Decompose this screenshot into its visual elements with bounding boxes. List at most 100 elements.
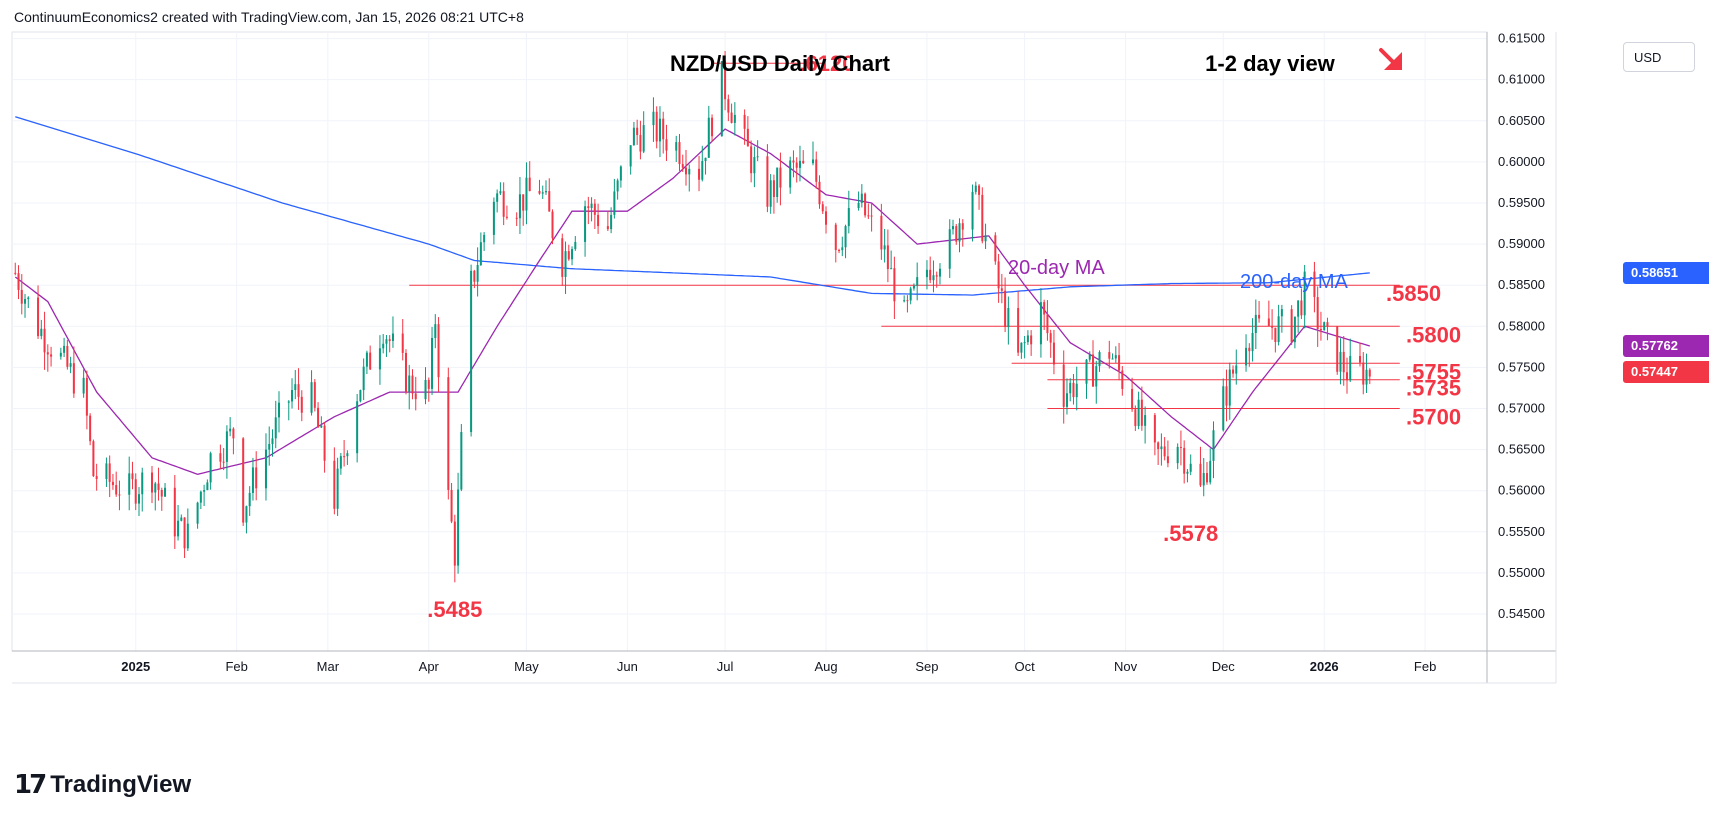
candle-up <box>128 473 131 495</box>
candle-up <box>496 193 499 202</box>
candle-down <box>867 215 870 217</box>
candle-down <box>864 193 867 216</box>
candle-down <box>961 223 964 230</box>
candle-down <box>548 191 551 212</box>
candle-up <box>434 324 437 338</box>
level-label: .6120 <box>799 51 854 76</box>
candle-down <box>1017 308 1020 353</box>
candle-down <box>222 461 225 463</box>
candle-down <box>1092 354 1095 387</box>
candle-down <box>1166 456 1169 464</box>
axes: 0.61500 0.61000 0.60500 0.60000 0.59500 0.590… <box>12 31 1557 684</box>
candle-up <box>1160 446 1163 450</box>
candle-down <box>906 300 909 302</box>
candle-down <box>232 428 235 439</box>
candle-down <box>447 377 450 490</box>
candle-up <box>984 235 987 242</box>
candle-up <box>1228 369 1231 406</box>
chart-labels: .6120 .5850 .5800 .5755.5735 .5700 .5485 .5578… <box>427 51 1461 622</box>
candle-down <box>437 324 440 378</box>
candle-down <box>981 194 984 242</box>
time-tick-label: May <box>514 659 539 674</box>
level-label: .5700 <box>1406 404 1461 429</box>
candle-up <box>1280 309 1283 317</box>
candle-up <box>1023 342 1026 344</box>
currency-selector[interactable]: USD <box>1623 42 1695 72</box>
candle-up <box>1095 366 1098 387</box>
time-tick-label: Nov <box>1114 659 1138 674</box>
candle-down <box>567 251 570 260</box>
price-tag: 0.58651 <box>1623 261 1709 284</box>
candle-down <box>1000 288 1003 291</box>
candle-up <box>912 285 915 289</box>
candle-down <box>1336 326 1339 372</box>
candle-down <box>1140 399 1143 426</box>
tradingview-logo-icon: 17 <box>14 770 47 800</box>
tradingview-logo[interactable]: 17 TradingView <box>14 770 191 800</box>
candle-down <box>1342 351 1345 373</box>
candle-down <box>333 460 336 509</box>
candle-up <box>844 226 847 248</box>
candle-down <box>173 487 176 537</box>
price-tick-label: 0.59500 <box>1498 195 1545 210</box>
candle-up <box>1114 355 1117 359</box>
candle-down <box>779 167 782 188</box>
chart-title: NZD/USD Daily Chart <box>670 51 891 76</box>
price-tick-label: 0.58000 <box>1498 318 1545 333</box>
candle-up <box>27 297 30 300</box>
candle-down <box>994 235 997 262</box>
candle-up <box>356 401 359 454</box>
price-tick-label: 0.56000 <box>1498 483 1545 498</box>
candle-up <box>1098 352 1101 367</box>
time-tick-label: Jun <box>617 659 638 674</box>
candle-up <box>248 492 251 507</box>
candle-down <box>750 146 753 174</box>
tradingview-logo-text: TradingView <box>50 771 192 798</box>
candle-down <box>893 268 896 302</box>
time-tick-label: Feb <box>1414 659 1436 674</box>
candle-down <box>606 226 609 230</box>
candle-up <box>154 483 157 493</box>
candle-down <box>1271 325 1274 328</box>
candle-down <box>131 473 134 480</box>
candle-up <box>1007 308 1010 328</box>
candle-down <box>151 472 154 493</box>
price-tick-label: 0.60000 <box>1498 154 1545 169</box>
candle-down <box>160 489 163 497</box>
time-tick-label: Aug <box>814 659 837 674</box>
swing-low-label: .5485 <box>427 597 482 622</box>
candle-up <box>658 118 661 142</box>
candle-down <box>1300 300 1303 316</box>
candle-down <box>698 168 701 180</box>
candle-down <box>401 333 404 353</box>
candle-up <box>431 337 434 389</box>
price-tick-label: 0.56500 <box>1498 442 1545 457</box>
candle-down <box>593 203 596 215</box>
candle-up <box>359 390 362 402</box>
candle-up <box>209 453 212 483</box>
candle-up <box>82 377 85 394</box>
candle-up <box>590 203 593 208</box>
candle-up <box>1137 399 1140 427</box>
time-tick-label: Apr <box>419 659 440 674</box>
candle-up <box>916 277 919 286</box>
candle-down <box>111 481 114 486</box>
candle-up <box>245 506 248 523</box>
candle-up <box>362 366 365 391</box>
candle-down <box>684 167 688 175</box>
candle-down <box>242 438 245 523</box>
candle-up <box>903 300 906 302</box>
candle-down <box>838 250 841 252</box>
candle-down <box>1157 442 1160 450</box>
candle-up <box>1212 430 1215 461</box>
candle-up <box>688 168 691 175</box>
candle-down <box>1316 297 1319 329</box>
candle-down <box>297 384 300 397</box>
candle-up <box>479 242 482 266</box>
candle-down <box>1030 335 1033 345</box>
ma200-line <box>15 116 1370 296</box>
candle-down <box>978 185 981 195</box>
candle-down <box>502 191 505 217</box>
price-tick-label: 0.59000 <box>1498 236 1545 251</box>
